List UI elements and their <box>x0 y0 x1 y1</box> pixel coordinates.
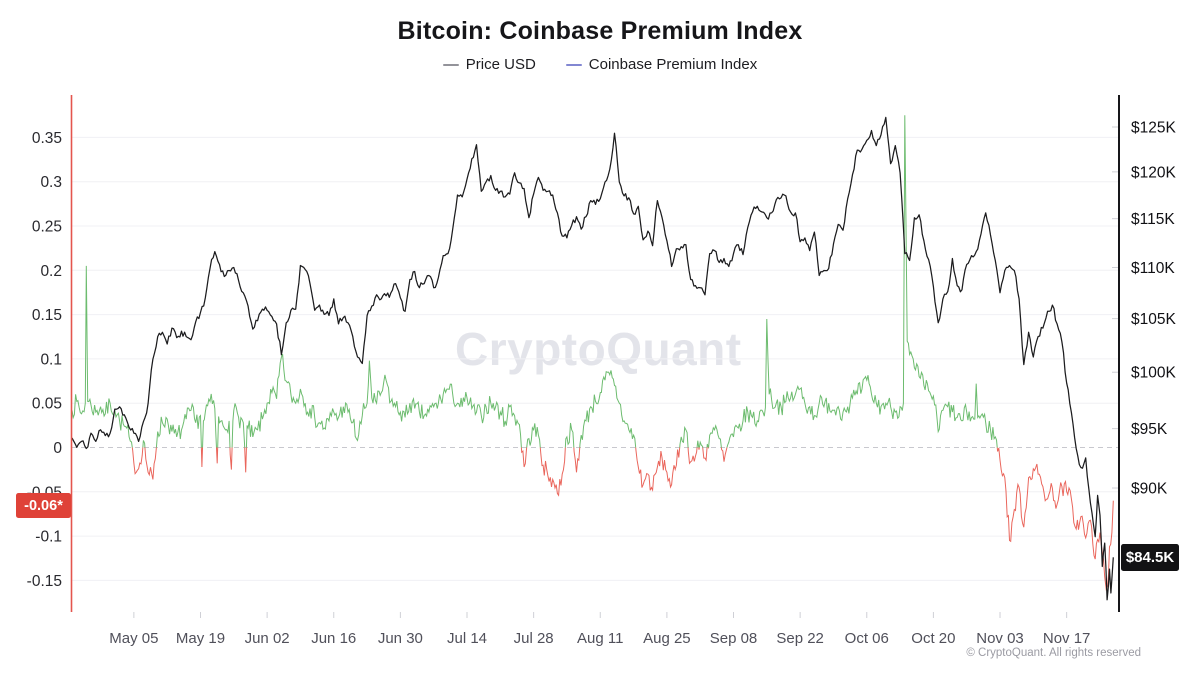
left-axis-tick-label: -0.1 <box>35 529 62 546</box>
x-axis-tick-label: Jun 16 <box>311 630 356 647</box>
right-axis-tick-label: $90K <box>1131 481 1168 498</box>
x-axis-tick-label: Jun 02 <box>245 630 290 647</box>
x-axis-tick-label: May 05 <box>109 630 158 647</box>
left-axis-tick-label: -0.15 <box>27 573 62 590</box>
cryptoquant-watermark: CryptoQuant <box>455 323 742 375</box>
left-axis-tick-label: 0.2 <box>40 263 62 280</box>
x-axis-tick-label: Jul 14 <box>447 630 487 647</box>
left-axis-tick-label: 0.05 <box>32 396 62 413</box>
legend: Price USD Coinbase Premium Index <box>0 56 1200 73</box>
premium-line-swatch-icon <box>565 63 582 66</box>
right-axis-tick-label: $125K <box>1131 120 1176 137</box>
x-axis-tick-label: Jul 28 <box>514 630 554 647</box>
x-axis-tick-label: May 19 <box>176 630 225 647</box>
price-line <box>71 116 1114 601</box>
copyright-footer: © CryptoQuant. All rights reserved <box>966 647 1141 659</box>
legend-label-price: Price USD <box>465 56 536 73</box>
legend-item-price[interactable]: Price USD <box>442 56 536 73</box>
left-axis-tick-label: 0 <box>53 440 62 457</box>
premium-last-value-badge: -0.06* <box>16 493 71 518</box>
legend-label-premium: Coinbase Premium Index <box>588 56 758 73</box>
right-axis-tick-label: $100K <box>1131 365 1176 382</box>
left-axis-tick-label: 0.3 <box>40 174 62 191</box>
right-axis-tick-label: $120K <box>1131 164 1176 181</box>
x-axis-tick-label: Jun 30 <box>378 630 423 647</box>
price-last-value-badge: $84.5K <box>1121 544 1179 571</box>
chart-title: Bitcoin: Coinbase Premium Index <box>397 17 803 45</box>
right-axis-tick-label: $110K <box>1131 260 1175 277</box>
x-axis-tick-label: Sep 08 <box>710 630 758 647</box>
left-axis-tick-label: 0.1 <box>40 351 62 368</box>
left-axis-tick-label: 0.15 <box>32 307 62 324</box>
right-axis-tick-label: $95K <box>1131 421 1168 438</box>
x-axis-tick-label: Aug 25 <box>643 630 691 647</box>
premium-index-line-positive <box>71 115 998 448</box>
premium-index-line-negative <box>131 447 1114 592</box>
left-axis-tick-label: 0.25 <box>32 219 62 236</box>
right-axis-tick-label: $105K <box>1131 311 1176 328</box>
price-line-swatch-icon <box>442 63 459 66</box>
x-axis-tick-label: Sep 22 <box>776 630 824 647</box>
legend-item-premium[interactable]: Coinbase Premium Index <box>565 56 758 73</box>
x-axis-tick-label: Oct 06 <box>845 630 889 647</box>
x-axis-tick-label: Nov 03 <box>976 630 1024 647</box>
right-axis-tick-label: $115K <box>1131 211 1175 228</box>
left-axis-tick-label: 0.35 <box>32 130 62 147</box>
x-axis-tick-label: Nov 17 <box>1043 630 1091 647</box>
x-axis-tick-label: Oct 20 <box>911 630 955 647</box>
x-axis-tick-label: Aug 11 <box>577 630 623 647</box>
